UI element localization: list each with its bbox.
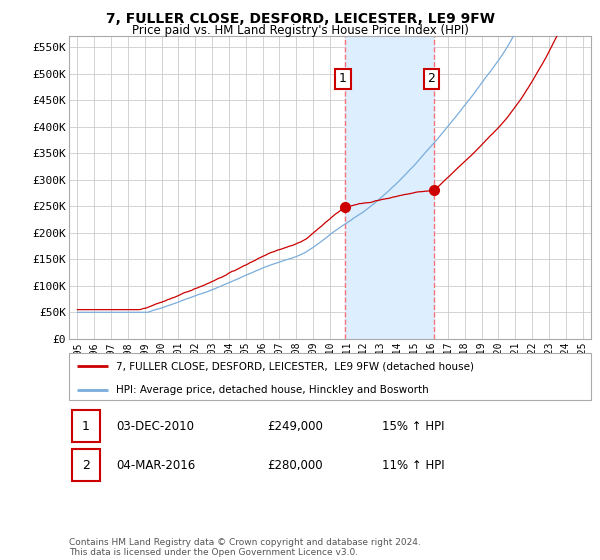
Text: Contains HM Land Registry data © Crown copyright and database right 2024.
This d: Contains HM Land Registry data © Crown c… [69, 538, 421, 557]
Text: 7, FULLER CLOSE, DESFORD, LEICESTER, LE9 9FW: 7, FULLER CLOSE, DESFORD, LEICESTER, LE9… [106, 12, 494, 26]
Text: HPI: Average price, detached house, Hinckley and Bosworth: HPI: Average price, detached house, Hinc… [116, 385, 429, 395]
Text: 2: 2 [427, 72, 436, 85]
Text: 2: 2 [82, 459, 89, 472]
Bar [71, 410, 100, 442]
Bar [346, 36, 434, 339]
Text: 15% ↑ HPI: 15% ↑ HPI [382, 419, 445, 433]
Text: 04-MAR-2016: 04-MAR-2016 [116, 459, 195, 472]
Text: 1: 1 [339, 72, 347, 85]
Text: Price paid vs. HM Land Registry's House Price Index (HPI): Price paid vs. HM Land Registry's House … [131, 24, 469, 36]
Text: £249,000: £249,000 [268, 419, 323, 433]
Text: 1: 1 [82, 419, 89, 433]
Text: £280,000: £280,000 [268, 459, 323, 472]
Bar [71, 449, 100, 482]
Text: 7, FULLER CLOSE, DESFORD, LEICESTER,  LE9 9FW (detached house): 7, FULLER CLOSE, DESFORD, LEICESTER, LE9… [116, 361, 474, 371]
Text: 03-DEC-2010: 03-DEC-2010 [116, 419, 194, 433]
Text: 11% ↑ HPI: 11% ↑ HPI [382, 459, 445, 472]
